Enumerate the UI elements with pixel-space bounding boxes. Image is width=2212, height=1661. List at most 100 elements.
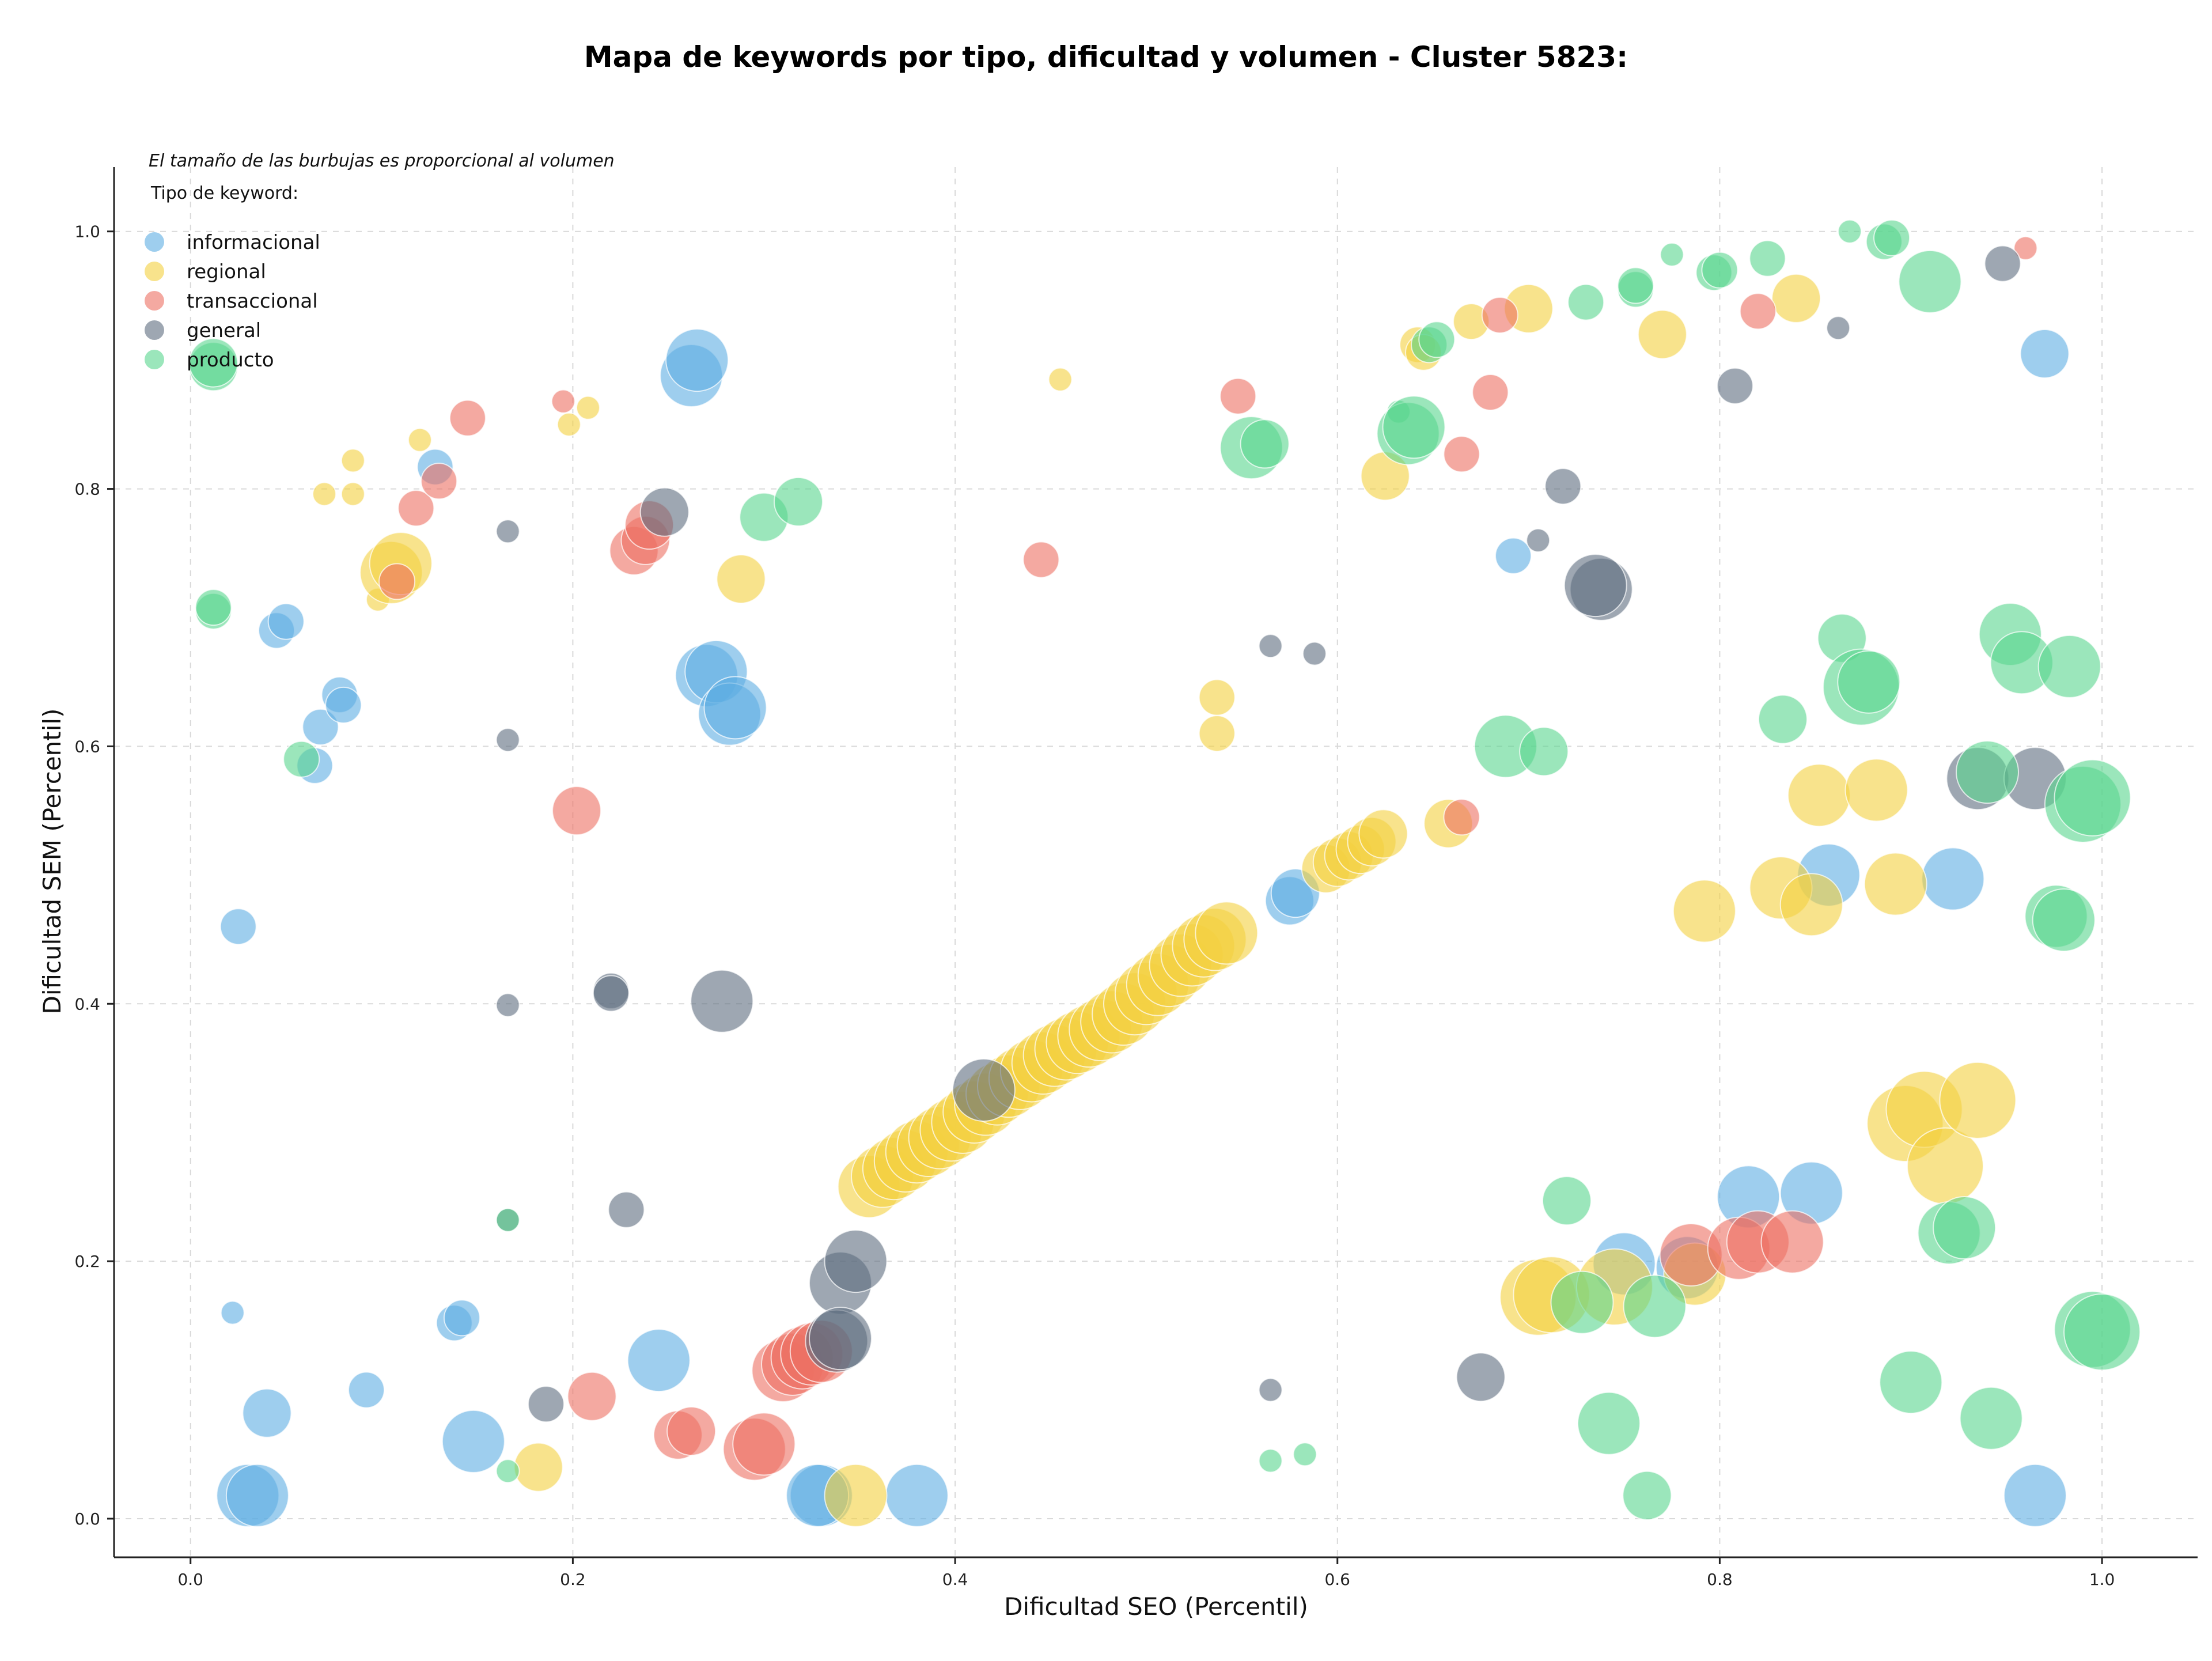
bubble-general	[1984, 245, 2021, 282]
bubble-producto	[1622, 1470, 1672, 1520]
axes	[113, 167, 2198, 1558]
bubble-informacional	[665, 328, 729, 392]
series-producto	[188, 219, 2141, 1520]
bubble-regional	[1906, 1127, 1984, 1205]
y-ticks: 0.0 0.2 0.4 0.6 0.8 1.0	[74, 222, 114, 1528]
y-tick-label: 0.4	[74, 994, 100, 1013]
bubble-general	[1258, 1378, 1283, 1402]
bubble-general	[1826, 316, 1851, 340]
legend-label-regional: regional	[187, 260, 266, 283]
bubble-general	[690, 969, 754, 1033]
legend-label-producto: producto	[187, 349, 274, 372]
x-tick-label: 0.4	[942, 1570, 968, 1589]
bubble-general	[495, 519, 520, 544]
bubble-producto	[1838, 219, 1862, 244]
y-tick-label: 1.0	[74, 222, 100, 241]
bubble-producto	[1660, 242, 1684, 267]
bubble-informacional	[443, 1299, 480, 1337]
bubble-transaccional	[1219, 377, 1257, 415]
x-tick-label: 0.8	[1707, 1570, 1733, 1589]
bubble-regional	[1048, 367, 1073, 392]
bubble-regional	[556, 412, 581, 437]
bubble-producto	[1240, 419, 1290, 469]
bubble-producto	[2054, 759, 2131, 837]
bubble-general	[608, 1191, 645, 1228]
series-informacional	[216, 328, 2070, 1527]
bubble-transaccional	[421, 463, 458, 500]
bubble-regional	[1863, 852, 1927, 916]
bubble-layer	[188, 219, 2141, 1527]
bubble-producto	[1550, 1270, 1614, 1334]
y-tick-label: 0.0	[74, 1509, 100, 1528]
bubble-regional	[1637, 309, 1687, 360]
series-general	[495, 245, 2067, 1423]
bubble-regional	[340, 448, 365, 473]
legend-marker-regional	[145, 262, 164, 281]
bubble-producto	[195, 589, 232, 626]
bubble-informacional	[2020, 328, 2070, 379]
bubble-transaccional	[552, 786, 602, 836]
bubble-producto	[1837, 650, 1901, 714]
bubble-transaccional	[1760, 1210, 1824, 1274]
bubble-producto	[1879, 1350, 1943, 1414]
bubble-transaccional	[666, 1406, 717, 1456]
bubble-transaccional	[2013, 236, 2038, 260]
bubble-producto	[188, 338, 238, 388]
series-regional	[312, 273, 2017, 1527]
bubble-producto	[1623, 1274, 1687, 1338]
bubble-regional	[407, 427, 432, 452]
bubble-transaccional	[1443, 799, 1480, 836]
bubble-producto	[1617, 267, 1654, 304]
bubble-producto	[1873, 219, 1911, 256]
bubble-regional	[1787, 763, 1851, 827]
legend-marker-transaccional	[145, 291, 164, 311]
bubble-general	[1456, 1352, 1506, 1402]
bubble-general	[1258, 634, 1283, 659]
bubble-producto	[1898, 249, 1962, 313]
bubble-regional	[1771, 273, 1821, 323]
bubble-general	[1716, 367, 1753, 404]
bubble-transaccional	[567, 1371, 617, 1421]
bubble-regional	[1844, 758, 1908, 822]
bubble-regional	[716, 554, 766, 604]
bubble-transaccional	[551, 389, 575, 414]
bubble-regional	[1198, 715, 1236, 752]
bubble-transaccional	[397, 490, 435, 527]
x-axis-label: Dificultad SEO (Percentil)	[1004, 1592, 1308, 1621]
bubble-regional	[824, 1463, 888, 1527]
bubble-producto	[1541, 1176, 1592, 1226]
legend-label-informacional: informacional	[187, 231, 320, 254]
bubble-producto	[1258, 1448, 1283, 1473]
bubble-informacional	[1921, 847, 1985, 911]
bubble-producto	[1959, 1386, 2023, 1450]
bubble-informacional	[1495, 537, 1532, 574]
bubble-informacional	[242, 1388, 292, 1438]
bubble-producto	[495, 1459, 520, 1484]
y-tick-label: 0.6	[74, 737, 100, 756]
bubble-producto	[1758, 694, 1808, 744]
bubble-producto	[1418, 321, 1456, 358]
bubble-producto	[1701, 251, 1738, 289]
bubble-producto	[1577, 1391, 1641, 1455]
bubble-general	[639, 487, 690, 537]
bubble-regional	[513, 1442, 563, 1492]
bubble-general	[527, 1386, 565, 1423]
bubble-informacional	[267, 603, 305, 640]
bubble-general	[1302, 641, 1327, 666]
bubble-transaccional	[732, 1412, 796, 1476]
bubble-regional	[575, 395, 600, 420]
bubble-producto	[1749, 240, 1786, 277]
bubble-general	[952, 1058, 1016, 1122]
bubble-regional	[1939, 1061, 2017, 1139]
bubble-transaccional	[1481, 296, 1518, 334]
bubble-general	[495, 993, 520, 1017]
legend-label-general: general	[187, 319, 261, 342]
y-tick-label: 0.8	[74, 480, 100, 499]
y-tick-label: 0.2	[74, 1252, 100, 1271]
bubble-producto	[1519, 727, 1569, 777]
bubble-producto	[1567, 283, 1605, 321]
bubble-producto	[1293, 1442, 1317, 1467]
bubble-regional	[1779, 873, 1843, 937]
bubble-producto	[1955, 740, 2019, 804]
